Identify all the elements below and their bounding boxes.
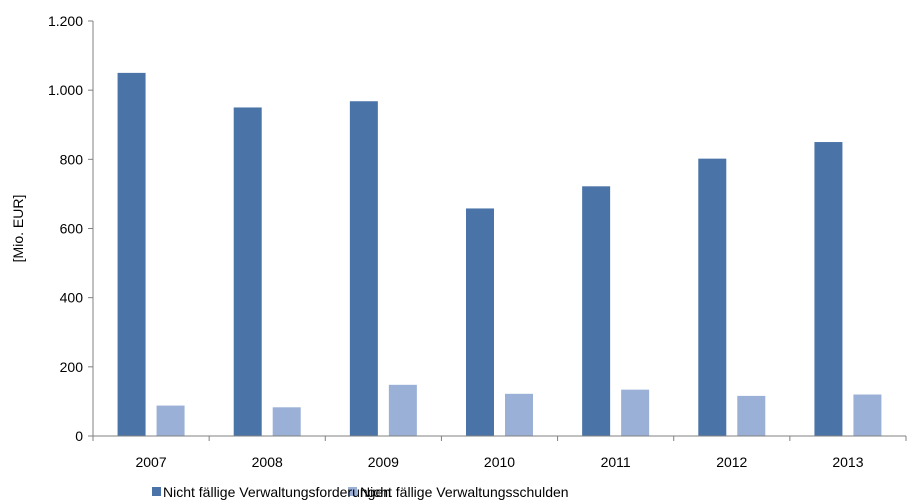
legend-swatch — [152, 487, 161, 496]
y-tick-label: 0 — [75, 428, 83, 444]
x-axis: 2007 2008 2009 2010 2011 2012 2013 — [92, 436, 907, 470]
y-tick-label: 1.000 — [48, 82, 83, 98]
legend-label: Nicht fällige Verwaltungsforderungen — [163, 484, 391, 500]
bar-schulden — [737, 395, 766, 436]
y-tick-label: 800 — [60, 151, 84, 167]
y-tick-label: 1.200 — [48, 13, 83, 29]
bar-forderungen — [814, 142, 843, 436]
y-axis-title: [Mio. EUR] — [10, 195, 26, 263]
legend-label: Nicht fällige Verwaltungsschulden — [360, 484, 569, 500]
bar-schulden — [272, 407, 301, 436]
bar-schulden — [621, 389, 650, 436]
y-tick-label: 400 — [60, 290, 84, 306]
x-tick-label: 2012 — [716, 454, 747, 470]
legend: Nicht fällige VerwaltungsforderungenNich… — [152, 484, 569, 500]
bar-forderungen — [698, 158, 727, 436]
x-tick-label: 2007 — [135, 454, 166, 470]
bar-forderungen — [466, 208, 494, 436]
y-tick-label: 200 — [60, 359, 84, 375]
bar-schulden — [156, 405, 185, 436]
bars — [117, 72, 882, 436]
x-tick-label: 2011 — [601, 454, 631, 470]
bar-schulden — [853, 394, 882, 436]
y-axis: 0 200 400 600 800 1.000 1.200 — [48, 13, 93, 444]
x-tick-label: 2013 — [832, 454, 863, 470]
legend-swatch — [348, 487, 357, 496]
bar-schulden — [388, 384, 417, 436]
x-tick-label: 2010 — [484, 454, 515, 470]
bar-forderungen — [349, 101, 378, 436]
bar-forderungen — [233, 107, 262, 436]
y-tick-label: 600 — [60, 221, 84, 237]
bar-schulden — [505, 393, 533, 436]
x-tick-label: 2009 — [368, 454, 399, 470]
bar-forderungen — [117, 72, 146, 436]
x-tick-label: 2008 — [252, 454, 283, 470]
bar-forderungen — [582, 186, 611, 436]
plot-area: 0 200 400 600 800 1.000 1.200 2007 2008 2009 2010… — [48, 13, 907, 470]
